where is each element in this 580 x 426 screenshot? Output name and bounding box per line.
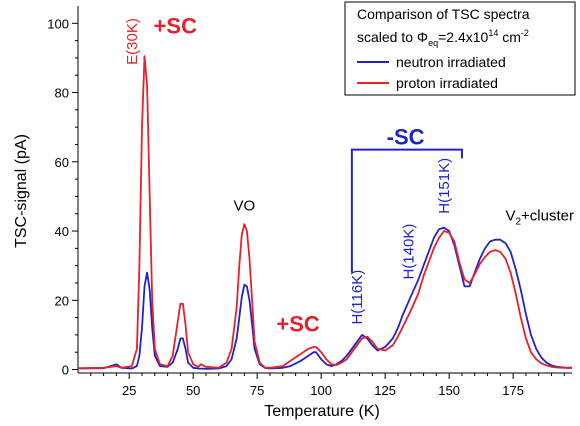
y-tick-label: 20 bbox=[55, 293, 69, 308]
legend-title-line2-mid: =2.4x10 bbox=[438, 29, 488, 45]
annotation-vo: VO bbox=[234, 197, 256, 214]
legend-title-line2-sup: 14 bbox=[488, 28, 498, 38]
axes: 25 50 75 100 125 150 175 0 20 40 60 80 100 bbox=[47, 6, 572, 398]
y-tick-label: 0 bbox=[62, 363, 69, 378]
annotation-sc: +SC bbox=[154, 14, 198, 39]
legend-frame bbox=[344, 1, 576, 96]
x-tick-label: 75 bbox=[250, 383, 264, 398]
y-tick-label: 80 bbox=[55, 86, 69, 101]
legend-title-line2: scaled to Φeq=2.4x1014 cm-2 bbox=[357, 28, 529, 48]
legend-label-neutron: neutron irradiated bbox=[396, 54, 506, 70]
legend-title-line2-sup2: -2 bbox=[521, 28, 529, 38]
y-tick-label: 100 bbox=[47, 16, 69, 31]
x-tick-label: 100 bbox=[310, 383, 332, 398]
y-tick-label: 60 bbox=[55, 155, 69, 170]
legend-title-line2-prefix: scaled to Φ bbox=[357, 29, 428, 45]
annotation-sc: -SC bbox=[387, 124, 425, 149]
series-line-neutron bbox=[77, 226, 573, 370]
legend-title-line1: Comparison of TSC spectra bbox=[357, 6, 530, 22]
annotation-sc: +SC bbox=[276, 311, 320, 336]
y-tick-label: 40 bbox=[55, 224, 69, 239]
legend-label-proton: proton irradiated bbox=[396, 75, 498, 91]
series-lines bbox=[77, 55, 573, 370]
annotation-e-30k: E(30K) bbox=[124, 18, 141, 65]
legend: Comparison of TSC spectra scaled to Φeq=… bbox=[344, 1, 576, 96]
annotation-v2-cluster: V2+cluster bbox=[505, 208, 574, 228]
legend-title-line2-sub: eq bbox=[428, 38, 438, 48]
series-line-proton bbox=[77, 55, 573, 370]
y-axis-title: TSC-signal (pA) bbox=[13, 134, 30, 248]
x-tick-label: 150 bbox=[438, 383, 460, 398]
x-tick-label: 125 bbox=[374, 383, 396, 398]
sc-bracket bbox=[350, 148, 463, 273]
annotation-h-140k: H(140K) bbox=[400, 224, 417, 280]
x-tick-label: 25 bbox=[122, 383, 136, 398]
x-axis-title: Temperature (K) bbox=[264, 403, 380, 420]
x-tick-label: 50 bbox=[186, 383, 200, 398]
legend-title-line2-suffix: cm bbox=[498, 29, 521, 45]
x-tick-label: 175 bbox=[502, 383, 524, 398]
annotations: E(30K) +SC VO +SC H(116K) H(140K) H(151K) -SC V2… bbox=[124, 14, 574, 337]
annotation-h-116k: H(116K) bbox=[349, 270, 366, 325]
annotation-h-151k: H(151K) bbox=[436, 158, 453, 214]
